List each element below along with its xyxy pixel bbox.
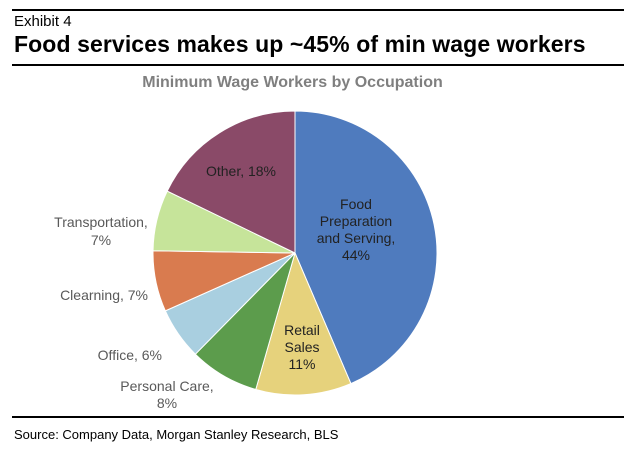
headline: Food services makes up ~45% of min wage …	[14, 31, 586, 57]
footer-rule	[12, 416, 624, 418]
top-rule	[12, 9, 624, 11]
slice-label-transportation: Transportation, 7%	[54, 214, 148, 248]
pie-slice-other	[166, 110, 296, 254]
slice-label-office: Office, 6%	[98, 347, 162, 363]
exhibit-label: Exhibit 4	[14, 13, 72, 30]
slice-label-other: Other, 18%	[206, 163, 276, 179]
slice-label-personal-care: Personal Care, 8%	[120, 378, 213, 411]
slice-label-clearning: Clearning, 7%	[60, 287, 148, 303]
pie-slice-food-preparation-and-serving	[294, 110, 438, 385]
slice-label-food-preparation-and-serving: Food Preparation and Serving, 44%	[317, 196, 396, 263]
slice-label-retail-sales: Retail Sales 11%	[284, 322, 320, 372]
source-note: Source: Company Data, Morgan Stanley Res…	[14, 427, 339, 442]
header-rule	[12, 64, 624, 66]
pie-slice-retail-sales	[255, 251, 352, 396]
chart-title: Minimum Wage Workers by Occupation	[142, 74, 443, 91]
